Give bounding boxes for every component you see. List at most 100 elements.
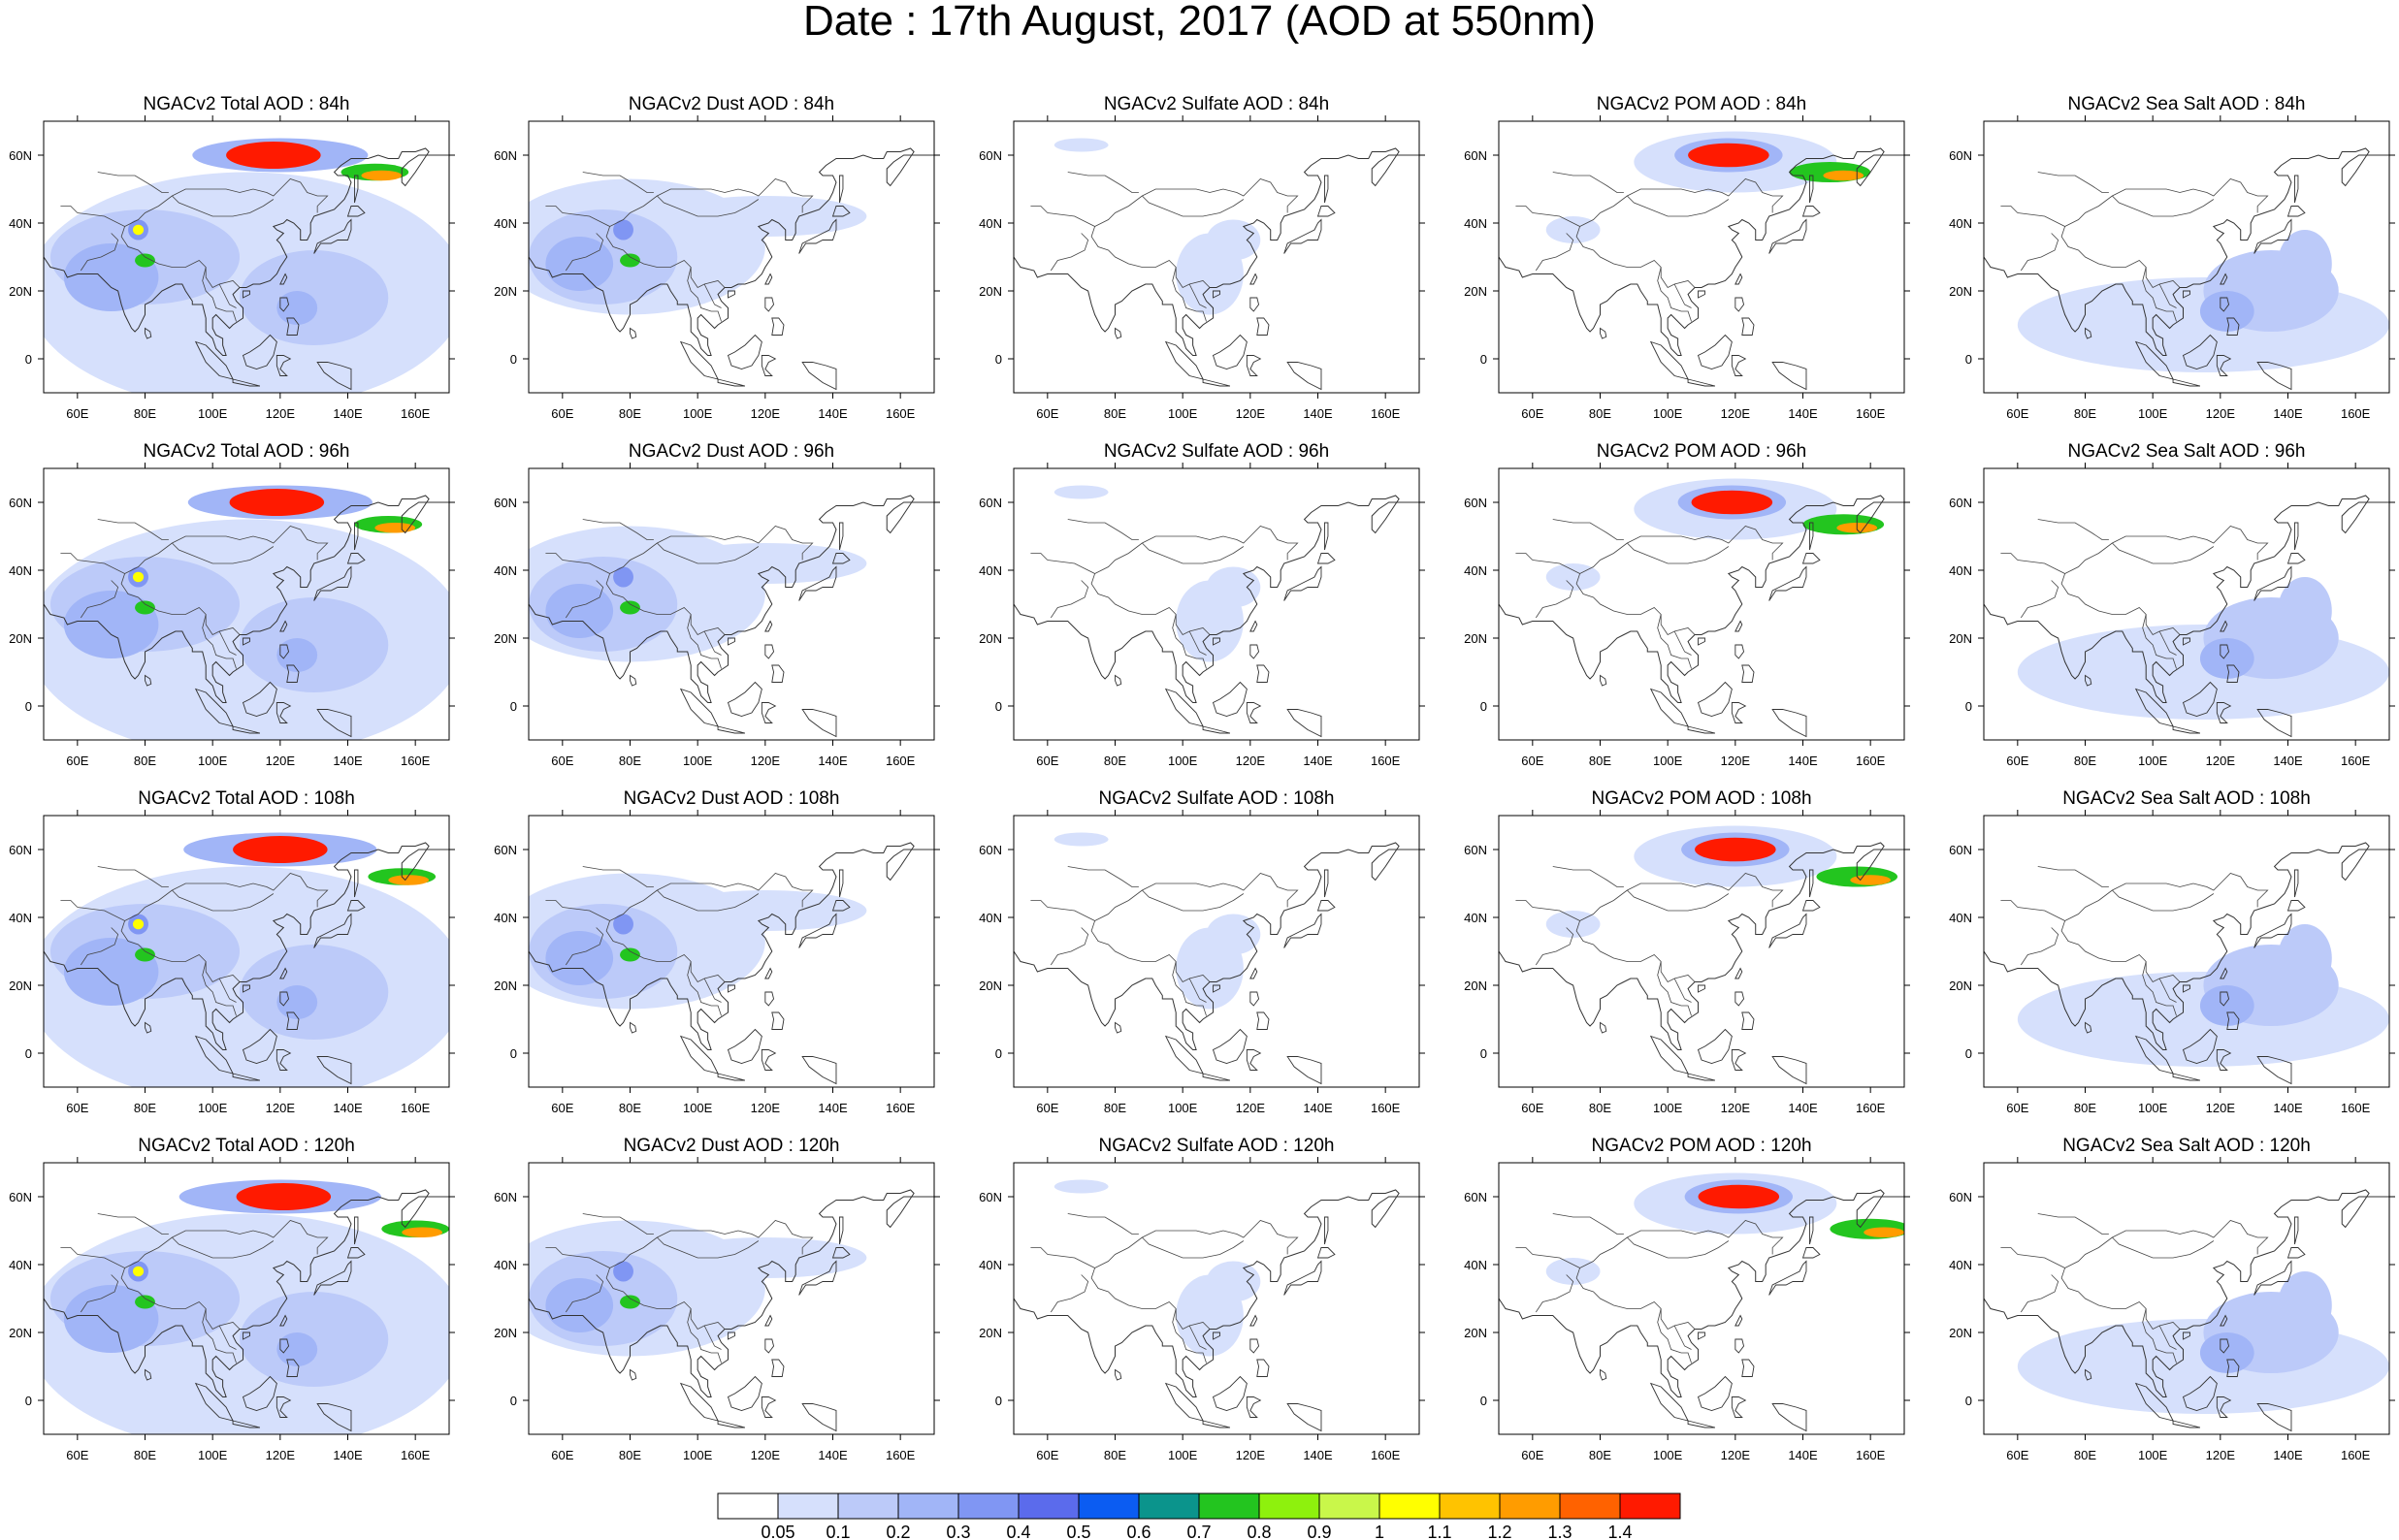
island-outline <box>839 869 844 898</box>
island-outline <box>2286 206 2306 217</box>
country-border <box>1515 206 1534 213</box>
lat-tick-label: 0 <box>510 1394 517 1408</box>
island-outline <box>1600 674 1607 687</box>
island-outline <box>764 1338 775 1354</box>
island-outline <box>1698 1331 1705 1340</box>
country-border <box>1673 1325 1692 1350</box>
island-outline <box>1771 362 1807 391</box>
country-border <box>1657 267 1692 322</box>
island-outline <box>2085 674 2092 687</box>
island-outline <box>232 1420 261 1428</box>
lat-tick-label: 60N <box>494 148 517 163</box>
country-border <box>124 1220 329 1268</box>
aod-plume <box>1864 1227 1904 1237</box>
island-outline <box>2183 984 2190 993</box>
country-border <box>1142 195 1245 217</box>
lon-tick-label: 160E <box>2341 406 2371 421</box>
colorbar-label: 0.1 <box>826 1523 850 1540</box>
island-outline <box>1600 327 1607 339</box>
coastline <box>1014 1189 1419 1397</box>
lon-tick-label: 160E <box>401 1448 431 1462</box>
lat-tick-label: 20N <box>494 631 517 646</box>
island-outline <box>276 355 292 376</box>
island-outline <box>1698 637 1705 646</box>
lat-tick-label: 0 <box>25 699 32 714</box>
country-border <box>1579 1220 1784 1268</box>
colorbar-box <box>1078 1492 1140 1520</box>
aod-plume <box>545 931 614 985</box>
country-border <box>657 889 760 912</box>
island-outline <box>1283 218 1322 254</box>
coastline <box>1984 147 2389 356</box>
map-frame <box>43 1162 450 1435</box>
lat-tick-label: 60N <box>979 148 1002 163</box>
lon-tick-label: 120E <box>266 754 296 768</box>
map-panel: NGACv2 Sulfate AOD : 108h 60E 80E 100E 120E 1… <box>979 788 1425 1115</box>
island-outline <box>1768 913 1807 948</box>
island-outline <box>771 1359 785 1377</box>
lat-tick-label: 0 <box>1965 1394 1972 1408</box>
aod-plume <box>374 523 416 533</box>
lat-tick-label: 60N <box>9 148 32 163</box>
lat-tick-label: 40N <box>494 216 517 231</box>
island-outline <box>2253 913 2292 948</box>
lat-tick-label: 0 <box>1480 1046 1487 1061</box>
island-outline <box>2256 1403 2292 1432</box>
map-frame <box>1498 120 1905 394</box>
lat-tick-label: 40N <box>9 216 32 231</box>
lat-tick-label: 0 <box>25 1394 32 1408</box>
country-border <box>1627 889 1730 912</box>
country-border <box>545 553 564 561</box>
island-outline <box>276 1049 292 1071</box>
country-border <box>562 212 726 289</box>
lat-tick-label: 20N <box>979 979 1002 993</box>
panel-title: NGACv2 Total AOD : 84h <box>144 94 350 114</box>
map-panel: NGACv2 Sea Salt AOD : 120h 60E 80E 100E 120E… <box>1949 1136 2395 1462</box>
island-outline <box>1316 1247 1336 1259</box>
lon-tick-label: 100E <box>2138 754 2168 768</box>
lon-tick-label: 80E <box>619 1448 641 1462</box>
panel-title: NGACv2 POM AOD : 120h <box>1591 1136 1811 1156</box>
lon-tick-label: 60E <box>1036 1101 1058 1115</box>
lat-tick-label: 40N <box>979 911 1002 925</box>
island-outline <box>2085 1368 2092 1381</box>
lon-tick-label: 60E <box>66 406 88 421</box>
country-border <box>1142 1236 1245 1259</box>
colorbar-box <box>957 1492 1020 1520</box>
lon-tick-label: 140E <box>333 754 363 768</box>
map-panel: NGACv2 Total AOD : 108h 60E 80E 100E 120E 140… <box>9 788 455 1115</box>
country-border <box>2017 1254 2181 1331</box>
lon-tick-label: 140E <box>1788 1448 1818 1462</box>
panel-title: NGACv2 Dust AOD : 84h <box>629 94 834 114</box>
island-outline <box>1202 725 1231 734</box>
lon-tick-label: 100E <box>683 754 713 768</box>
country-border <box>2142 1308 2177 1364</box>
country-border <box>1172 614 1207 669</box>
lon-tick-label: 80E <box>2074 1101 2096 1115</box>
coastline <box>529 495 934 703</box>
lon-tick-label: 80E <box>1589 1101 1611 1115</box>
island-outline <box>2226 1011 2240 1030</box>
lat-tick-label: 40N <box>494 911 517 925</box>
lon-tick-label: 120E <box>1236 406 1266 421</box>
colorbar-box <box>1619 1492 1681 1520</box>
lon-tick-label: 80E <box>1104 406 1126 421</box>
lat-tick-label: 20N <box>1949 979 1972 993</box>
island-outline <box>1249 644 1260 659</box>
lat-tick-label: 0 <box>995 699 1002 714</box>
lon-tick-label: 160E <box>401 406 431 421</box>
colorbar-box <box>717 1492 779 1520</box>
lon-tick-label: 120E <box>1721 1448 1751 1462</box>
island-outline <box>279 967 288 979</box>
lon-tick-label: 100E <box>198 1101 228 1115</box>
country-border <box>545 900 564 908</box>
island-outline <box>1771 1403 1807 1432</box>
lon-tick-label: 100E <box>2138 1448 2168 1462</box>
map-frame <box>1013 1162 1420 1435</box>
country-border <box>565 233 604 272</box>
lon-tick-label: 100E <box>1168 1101 1198 1115</box>
panel-title: NGACv2 POM AOD : 96h <box>1597 441 1806 462</box>
country-border <box>562 560 726 636</box>
lon-tick-label: 140E <box>333 406 363 421</box>
